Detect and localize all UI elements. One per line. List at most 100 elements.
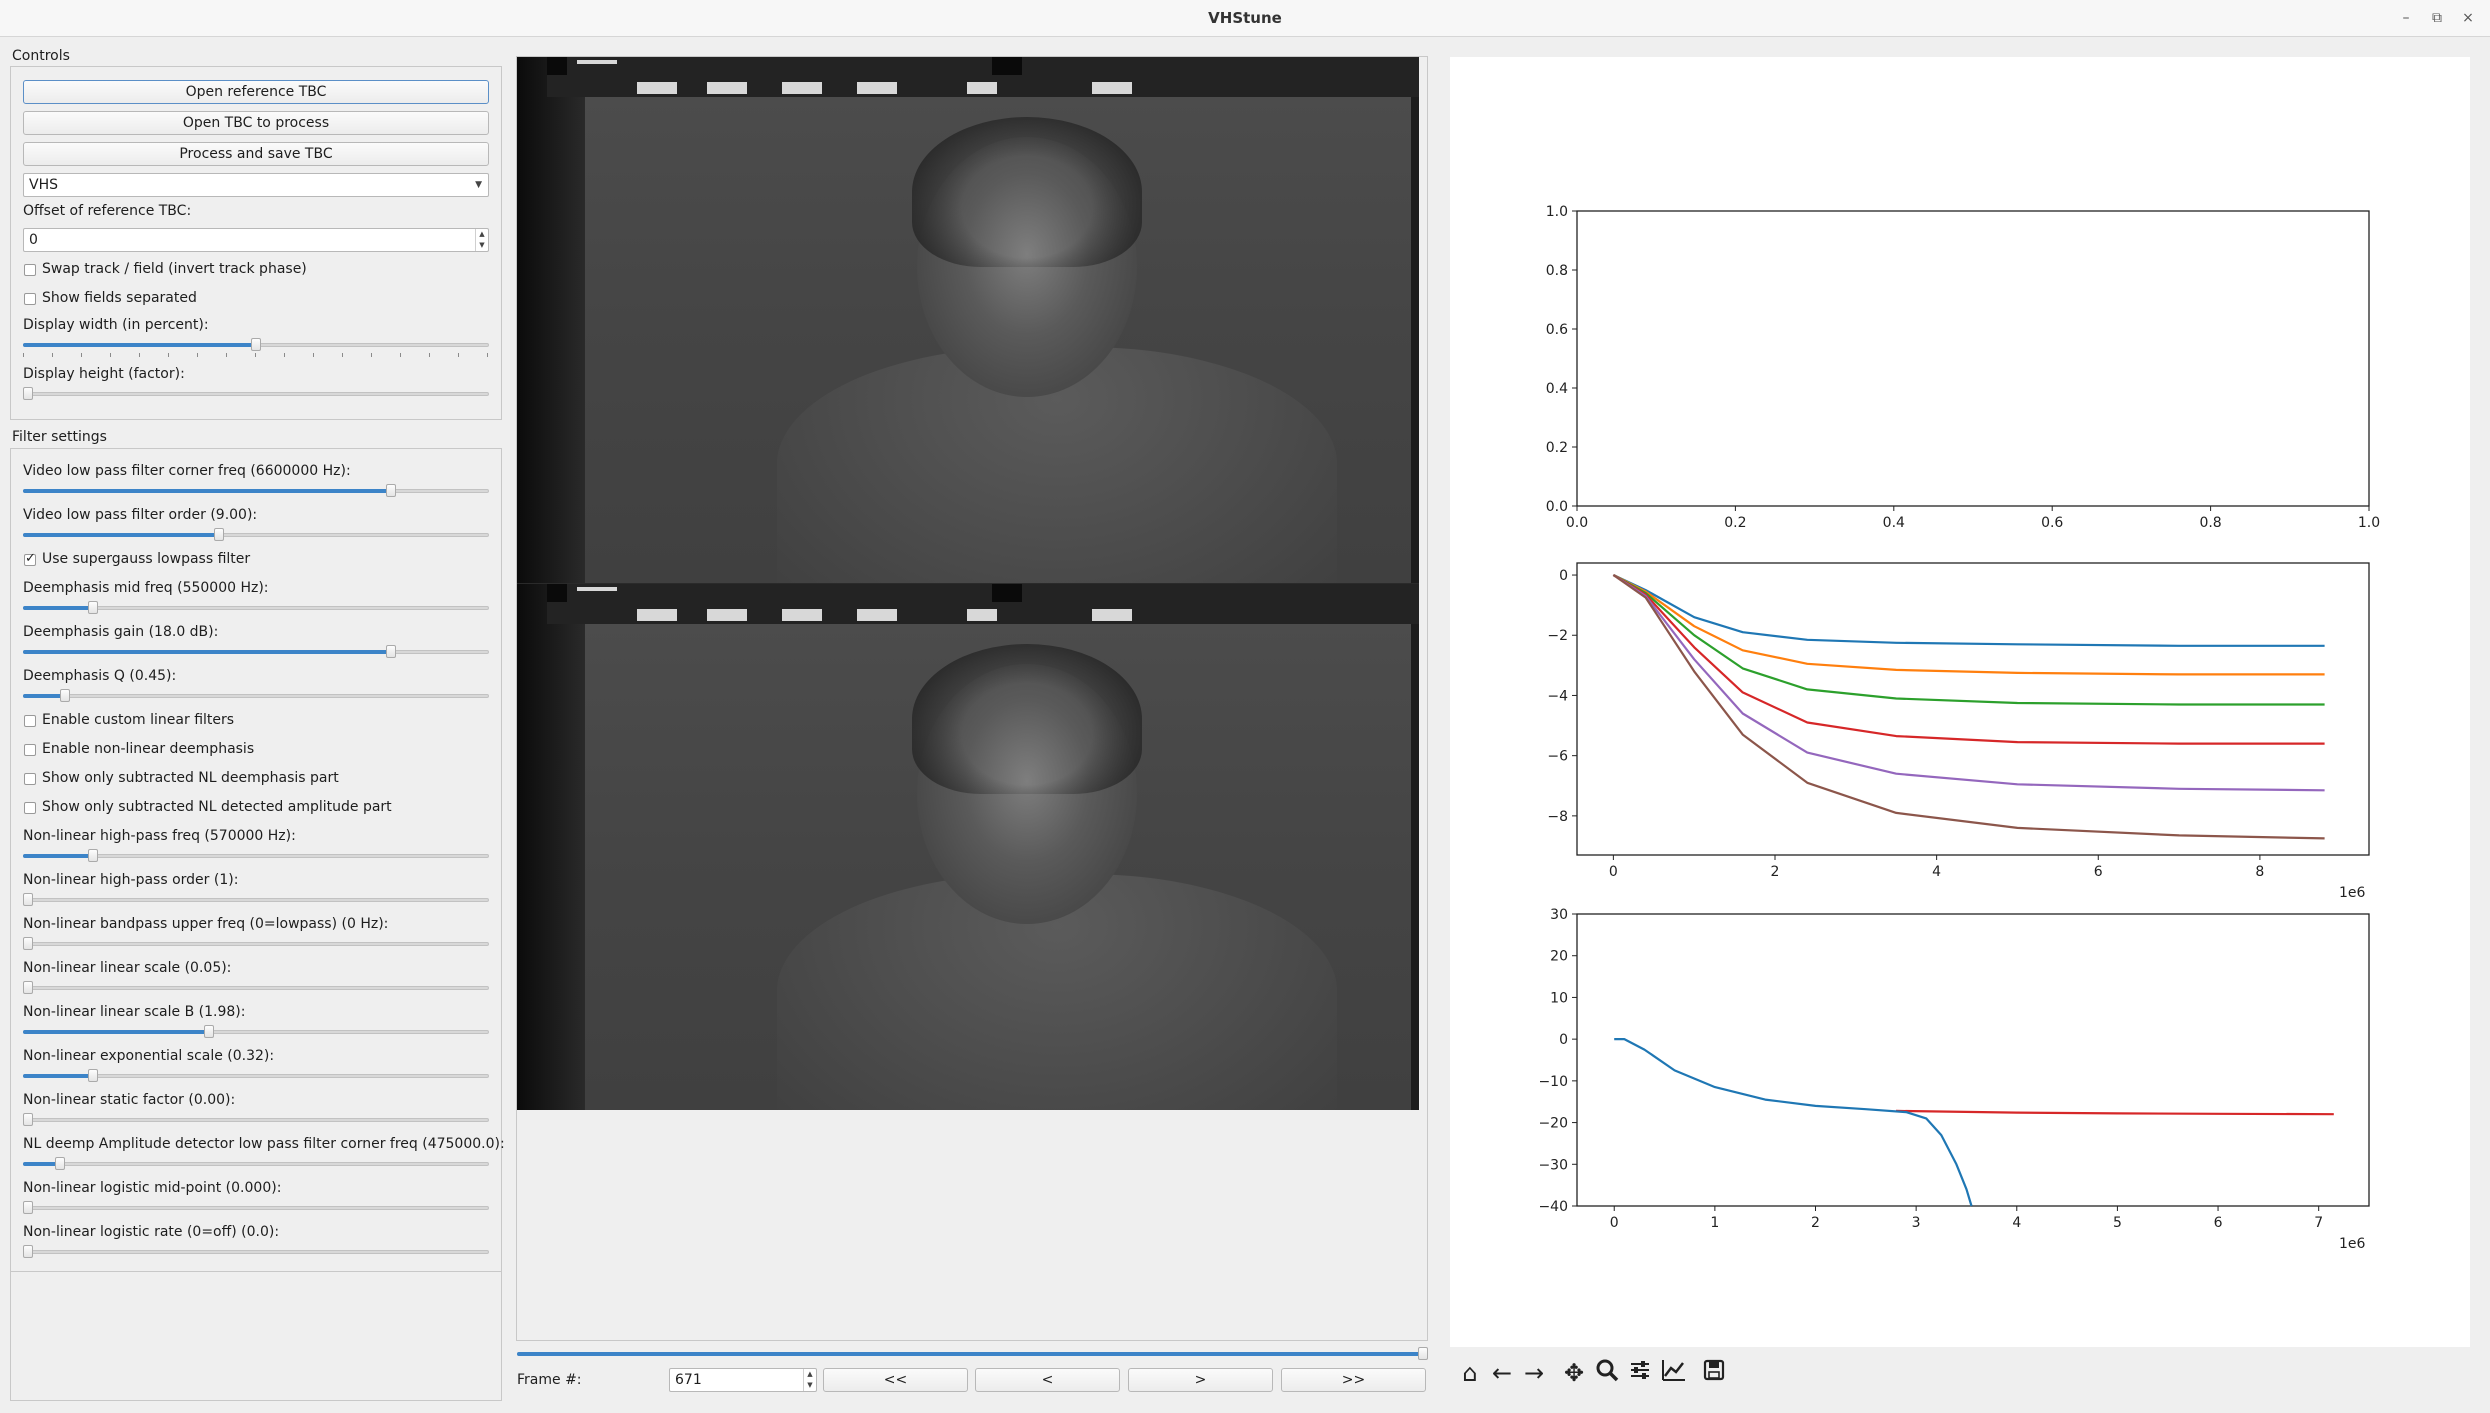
frame-value: 671 xyxy=(675,1372,702,1388)
edit-axis-icon[interactable] xyxy=(1660,1358,1688,1388)
filter-14-label: Non-linear linear scale B (1.98): xyxy=(23,1004,246,1020)
plot-1-xtick-label: 8 xyxy=(2255,864,2264,880)
plot-2-offset-text: 1e6 xyxy=(2339,1236,2366,1252)
plot-1-ytick-label: −8 xyxy=(1547,809,1568,825)
filter-17-slider[interactable] xyxy=(23,1154,489,1174)
slider-handle[interactable] xyxy=(251,338,261,351)
maximize-button[interactable]: ⧉ xyxy=(2432,10,2442,26)
swap-track-checkbox[interactable] xyxy=(24,264,36,276)
filter-11-slider[interactable] xyxy=(23,890,489,910)
plot-2-xtick-label: 3 xyxy=(1912,1215,1921,1231)
filter-6-label: Enable custom linear filters xyxy=(42,712,235,728)
forward-icon[interactable]: → xyxy=(1523,1359,1545,1387)
last-frame-button[interactable]: >> xyxy=(1281,1368,1426,1392)
slider-handle[interactable] xyxy=(23,937,33,950)
slider-handle[interactable] xyxy=(87,849,98,862)
frame-label: Frame #: xyxy=(517,1372,582,1388)
filter-1-label: Video low pass filter order (9.00): xyxy=(23,507,258,523)
minimize-button[interactable]: – xyxy=(2402,10,2410,26)
filter-3-slider[interactable] xyxy=(23,598,489,618)
plot-0-xtick-label: 0.6 xyxy=(2041,515,2063,531)
show-fields-checkbox[interactable] xyxy=(24,293,36,305)
filter-8-checkbox[interactable] xyxy=(24,773,36,785)
open-tbc-button[interactable]: Open TBC to process xyxy=(23,111,489,135)
tbc-video-frame xyxy=(517,57,1419,1110)
filter-0-slider[interactable] xyxy=(23,481,489,501)
spin-arrows-icon[interactable]: ▲ ▼ xyxy=(803,1369,816,1391)
back-icon[interactable]: ← xyxy=(1491,1359,1513,1387)
filter-settings-group: Video low pass filter corner freq (66000… xyxy=(10,448,505,1272)
plot-1-ytick-label: −4 xyxy=(1547,688,1568,704)
filter-1-slider[interactable] xyxy=(23,525,489,545)
plot-2-xtick-label: 5 xyxy=(2113,1215,2122,1231)
filter-5-slider[interactable] xyxy=(23,686,489,706)
plot-2-ytick-label: 20 xyxy=(1550,949,1568,965)
window-title: VHStune xyxy=(1208,9,1282,27)
offset-spinbox[interactable]: 0 ▲ ▼ xyxy=(23,228,489,252)
filter-6-checkbox[interactable] xyxy=(24,715,36,727)
plot-2-xtick-label: 1 xyxy=(1710,1215,1719,1231)
slider-handle[interactable] xyxy=(23,893,33,906)
filter-7-checkbox[interactable] xyxy=(24,744,36,756)
filter-12-label: Non-linear bandpass upper freq (0=lowpas… xyxy=(23,916,389,932)
configure-subplots-icon[interactable] xyxy=(1626,1358,1654,1388)
slider-handle[interactable] xyxy=(1418,1347,1428,1360)
zoom-icon[interactable] xyxy=(1593,1358,1621,1388)
slider-handle[interactable] xyxy=(59,689,70,702)
slider-handle[interactable] xyxy=(213,528,224,541)
plot-1-series-4 xyxy=(1612,574,2325,792)
plot-0-ytick-label: 0.0 xyxy=(1546,499,1568,515)
slider-handle[interactable] xyxy=(386,484,397,497)
filter-13-slider[interactable] xyxy=(23,978,489,998)
filter-19-slider[interactable] xyxy=(23,1242,489,1262)
plot-0-ytick-label: 0.2 xyxy=(1546,440,1568,456)
slider-handle[interactable] xyxy=(23,387,33,400)
first-frame-button[interactable]: << xyxy=(823,1368,968,1392)
open-reference-button[interactable]: Open reference TBC xyxy=(23,80,489,104)
plot-2-ytick-label: 30 xyxy=(1550,907,1568,923)
slider-handle[interactable] xyxy=(23,981,33,994)
filter-14-slider[interactable] xyxy=(23,1022,489,1042)
plot-2-xtick-label: 6 xyxy=(2214,1215,2223,1231)
plot-1-xtick-label: 6 xyxy=(2094,864,2103,880)
pan-icon[interactable]: ✥ xyxy=(1563,1359,1585,1387)
prev-frame-button[interactable]: < xyxy=(975,1368,1120,1392)
process-save-button[interactable]: Process and save TBC xyxy=(23,142,489,166)
slider-handle[interactable] xyxy=(23,1245,33,1258)
filter-19-label: Non-linear logistic rate (0=off) (0.0): xyxy=(23,1224,280,1240)
slider-handle[interactable] xyxy=(23,1113,33,1126)
home-icon[interactable]: ⌂ xyxy=(1462,1359,1478,1387)
plot-2-frame xyxy=(1576,913,2370,1207)
swap-track-label: Swap track / field (invert track phase) xyxy=(42,261,307,277)
close-button[interactable]: × xyxy=(2462,10,2474,26)
frame-spinbox[interactable]: 671 ▲ ▼ xyxy=(669,1368,817,1392)
filter-16-slider[interactable] xyxy=(23,1110,489,1130)
filter-4-slider[interactable] xyxy=(23,642,489,662)
frame-slider[interactable] xyxy=(517,1344,1428,1364)
plot-1-offset-text: 1e6 xyxy=(2339,885,2366,901)
controls-group: Open reference TBC Open TBC to process P… xyxy=(10,66,502,420)
filter-9-checkbox[interactable] xyxy=(24,802,36,814)
slider-handle[interactable] xyxy=(87,601,98,614)
filter-2-checkbox[interactable] xyxy=(24,551,36,566)
filter-12-slider[interactable] xyxy=(23,934,489,954)
slider-handle[interactable] xyxy=(55,1157,66,1170)
slider-handle[interactable] xyxy=(386,645,397,658)
display-height-slider[interactable] xyxy=(23,384,489,404)
slider-handle[interactable] xyxy=(87,1069,98,1082)
slider-handle[interactable] xyxy=(23,1201,33,1214)
save-icon[interactable] xyxy=(1700,1358,1728,1388)
slider-handle[interactable] xyxy=(204,1025,215,1038)
filter-15-slider[interactable] xyxy=(23,1066,489,1086)
spin-arrows-icon[interactable]: ▲ ▼ xyxy=(475,229,488,251)
plot-1-frame xyxy=(1576,562,2370,856)
plot-0-ytick-label: 0.6 xyxy=(1546,322,1568,338)
filter-18-slider[interactable] xyxy=(23,1198,489,1218)
filter-18-label: Non-linear logistic mid-point (0.000): xyxy=(23,1180,282,1196)
filter-4-label: Deemphasis gain (18.0 dB): xyxy=(23,624,219,640)
next-frame-button[interactable]: > xyxy=(1128,1368,1273,1392)
plot-2-xtick-label: 2 xyxy=(1811,1215,1820,1231)
filter-10-slider[interactable] xyxy=(23,846,489,866)
format-select[interactable]: VHS ▼ xyxy=(23,173,489,197)
display-width-slider[interactable] xyxy=(23,335,489,357)
